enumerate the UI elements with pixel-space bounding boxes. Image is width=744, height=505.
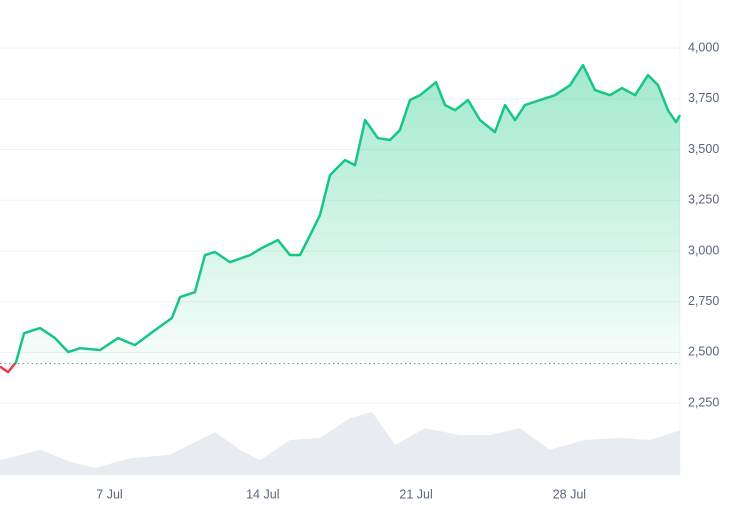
x-tick-label: 21 Jul bbox=[399, 487, 432, 501]
price-line bbox=[0, 63, 682, 374]
y-tick-label: 3,500 bbox=[688, 142, 719, 156]
y-tick-label: 2,250 bbox=[688, 395, 719, 409]
y-tick-label: 3,750 bbox=[688, 91, 719, 105]
y-tick-label: 4,000 bbox=[688, 40, 719, 54]
y-tick-label: 2,750 bbox=[688, 294, 719, 308]
y-tick-label: 3,000 bbox=[688, 243, 719, 257]
y-tick-label: 3,250 bbox=[688, 193, 719, 207]
x-tick-label: 14 Jul bbox=[246, 487, 279, 501]
y-tick-label: 2,500 bbox=[688, 345, 719, 359]
price-area bbox=[0, 65, 680, 373]
x-tick-label: 7 Jul bbox=[96, 487, 122, 501]
volume-area bbox=[0, 412, 680, 475]
x-tick-label: 28 Jul bbox=[553, 487, 586, 501]
